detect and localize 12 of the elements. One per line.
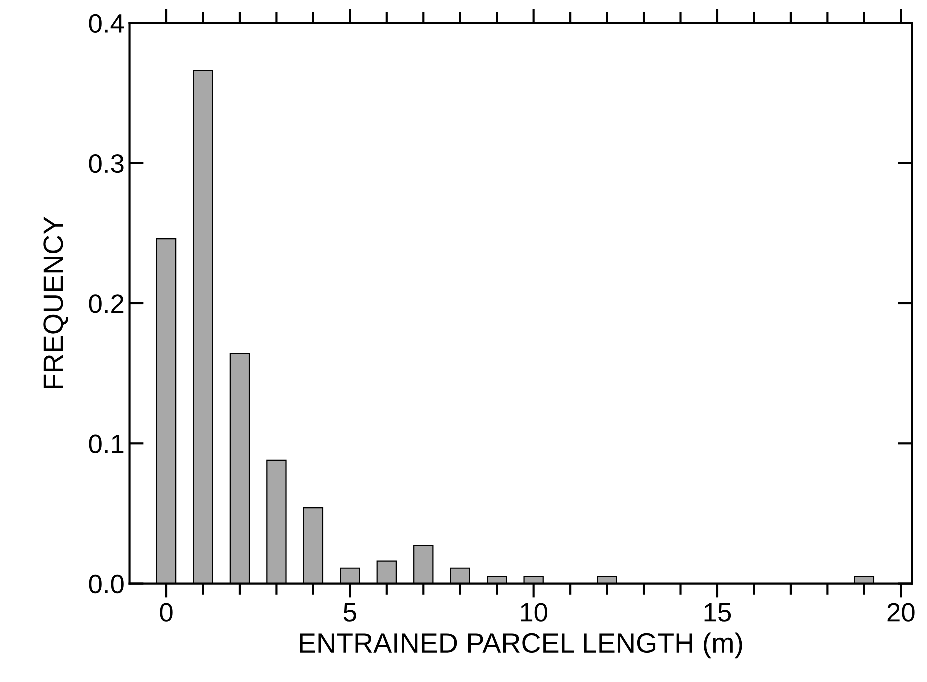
- x-tick-label: 20: [888, 603, 915, 622]
- y-tick-label: 0.2: [89, 294, 124, 314]
- x-tick-label: 5: [344, 604, 356, 622]
- y-tick-label: 0.3: [89, 154, 124, 174]
- y-tick-label: 0.4: [89, 14, 124, 34]
- y-axis-title: FREQUENCY: [44, 216, 68, 388]
- x-axis-title: ENTRAINED PARCEL LENGTH (m): [300, 632, 742, 659]
- y-tick-label: 0.0: [89, 574, 124, 594]
- x-tick-label: 10: [521, 603, 548, 622]
- x-tick-label: 0: [160, 603, 173, 622]
- x-tick-label: 15: [704, 604, 732, 622]
- y-tick-label: 0.1: [89, 434, 124, 454]
